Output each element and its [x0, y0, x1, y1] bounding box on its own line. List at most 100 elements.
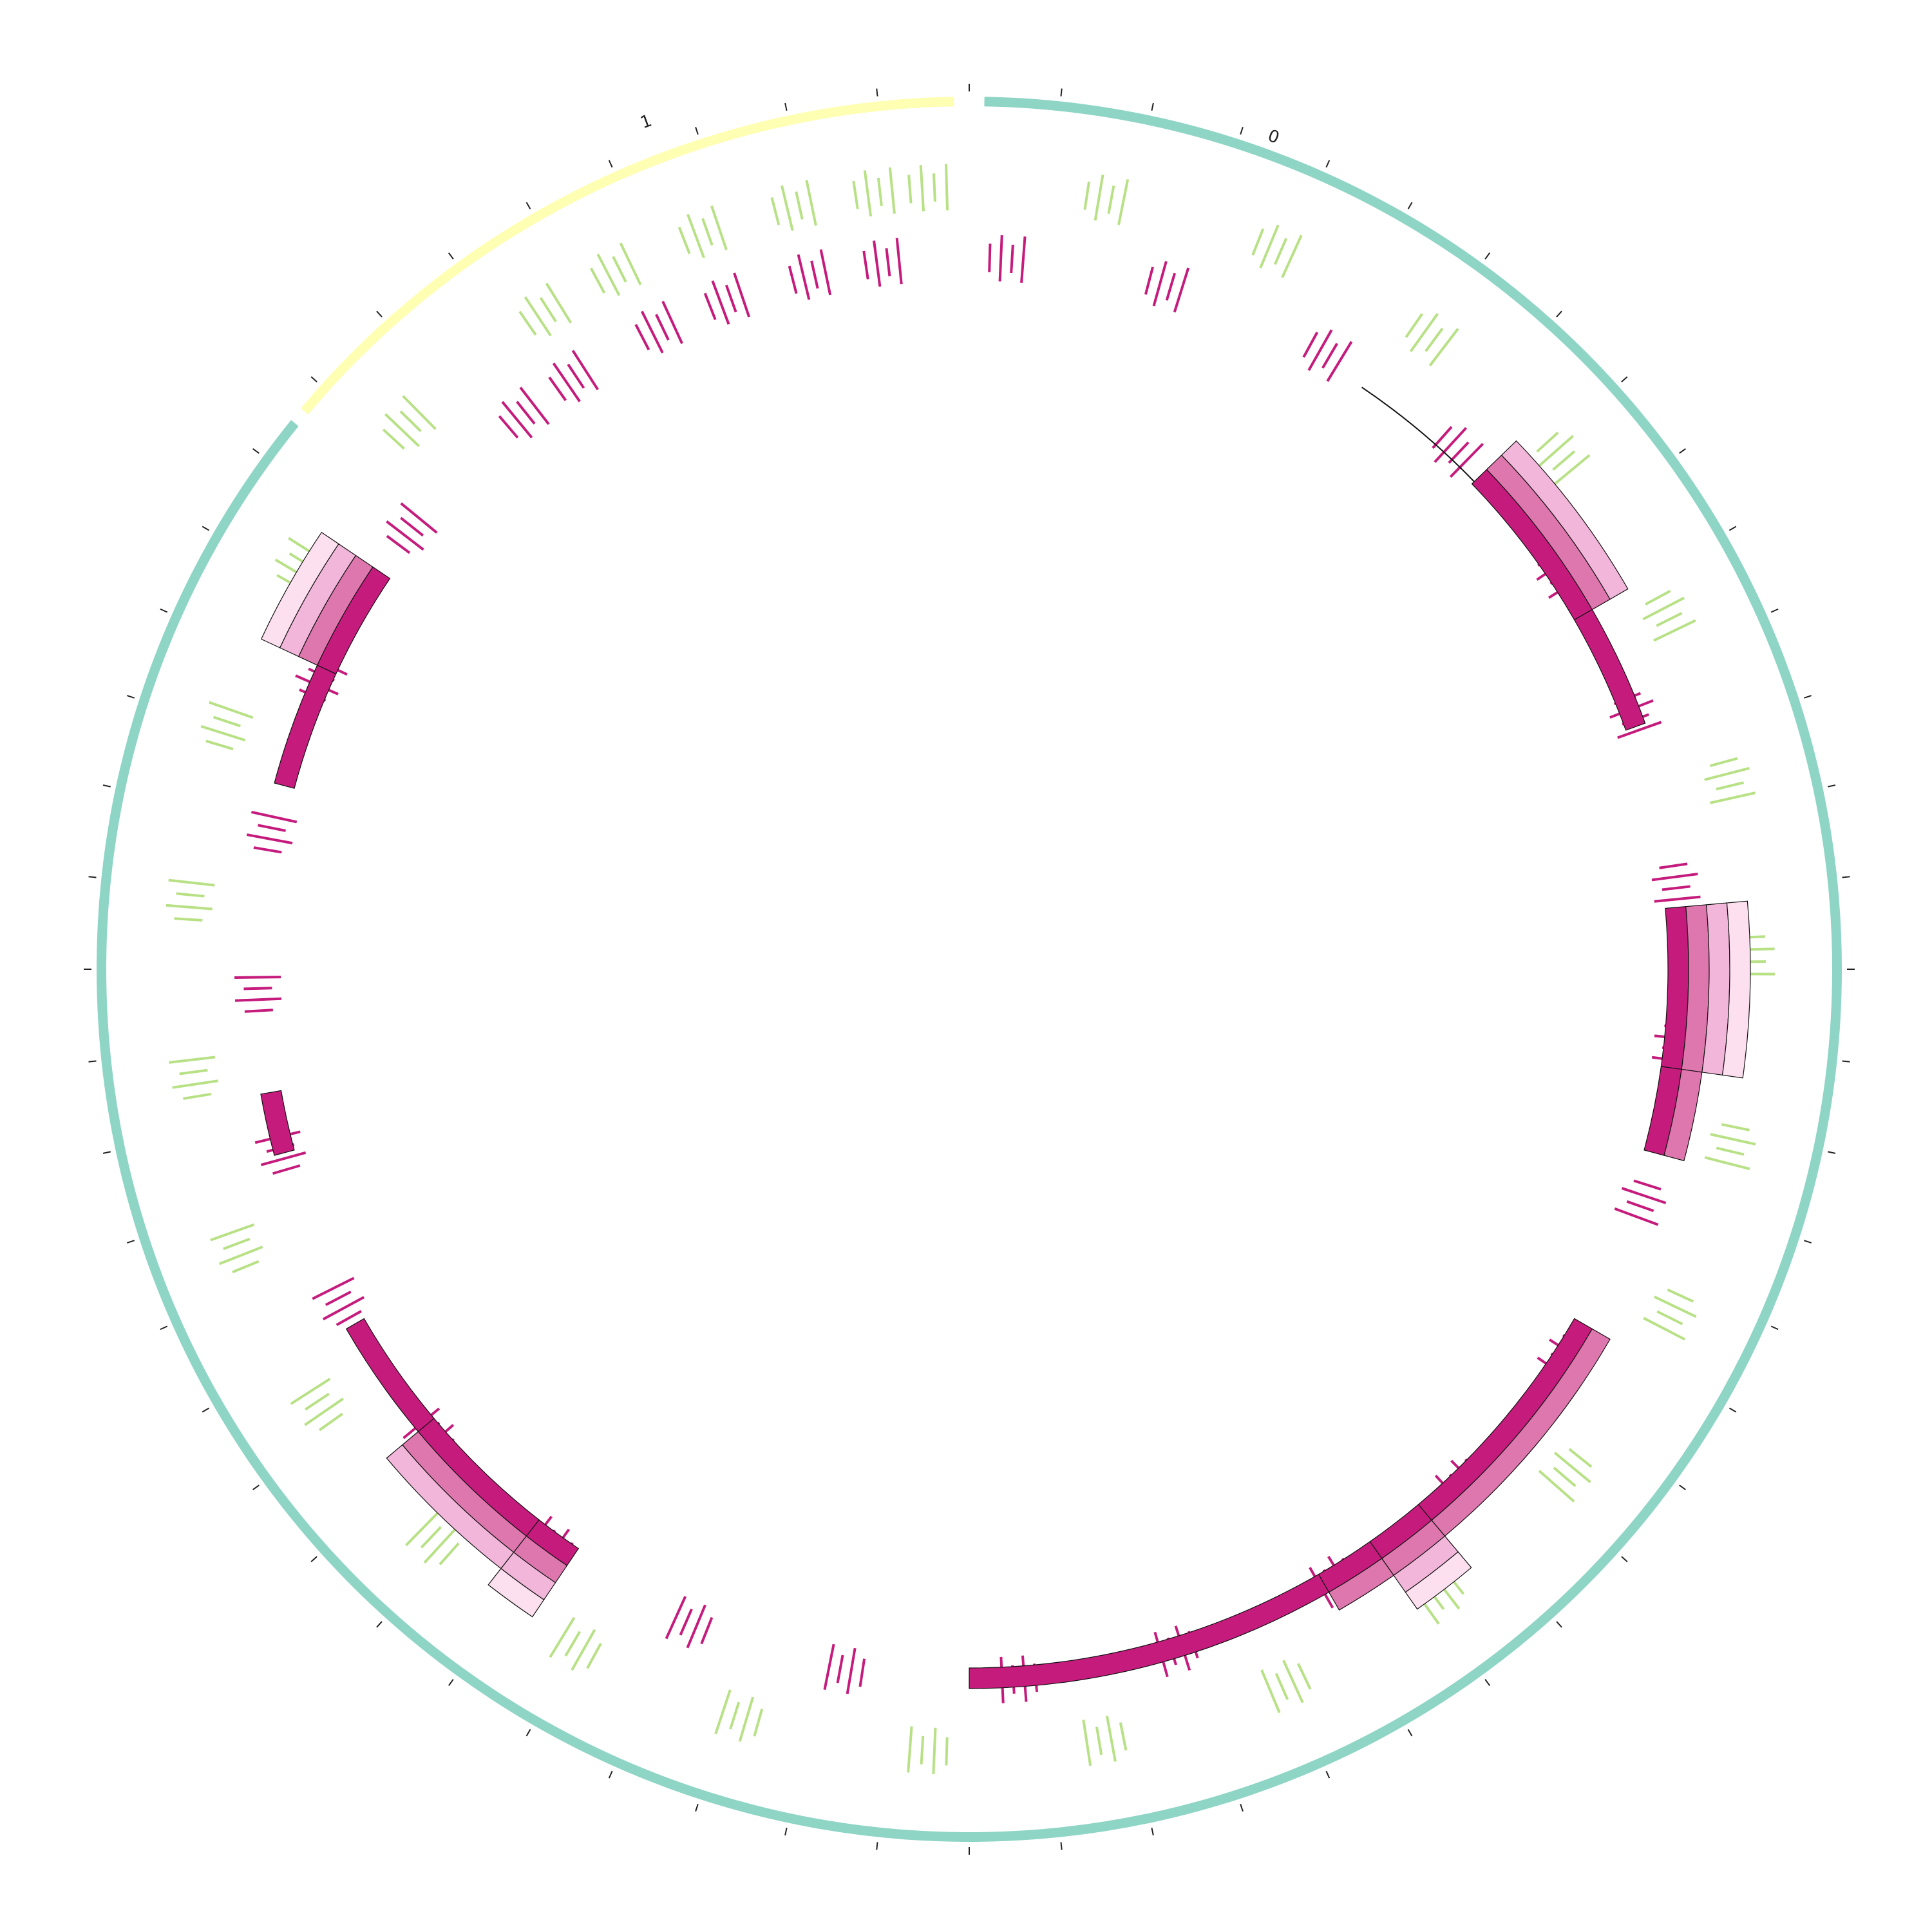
- tick-mark: [695, 126, 699, 135]
- green-mark: [920, 1736, 925, 1765]
- tick-mark: [608, 160, 613, 168]
- green-mark: [1553, 1466, 1577, 1488]
- tick-marks: [84, 84, 1855, 1855]
- green-mark: [1553, 454, 1591, 486]
- pink-mark: [1144, 267, 1154, 295]
- green-mark: [1716, 1146, 1745, 1156]
- tick-mark: [876, 88, 878, 97]
- green-mark: [166, 904, 213, 911]
- green-mark: [1281, 234, 1303, 278]
- green-mark: [919, 165, 925, 212]
- pink-mark: [234, 976, 281, 979]
- pink-mark: [253, 846, 282, 854]
- green-mark: [1409, 313, 1439, 352]
- pink-mark: [1173, 267, 1190, 313]
- pink-mark: [873, 240, 882, 287]
- tick-mark: [1325, 160, 1331, 168]
- green-mark: [168, 878, 215, 887]
- green-mark: [1710, 1133, 1756, 1146]
- green-mark: [714, 1689, 732, 1735]
- pink-mark: [1617, 721, 1662, 739]
- tick-mark: [1556, 310, 1562, 317]
- green-mark: [405, 1511, 440, 1546]
- link-block: [260, 1090, 295, 1156]
- pink-mark: [1621, 1187, 1667, 1204]
- tick-mark: [1151, 1828, 1154, 1836]
- link-block: [1663, 1068, 1703, 1162]
- pink-mark: [1307, 329, 1333, 372]
- green-mark: [1405, 313, 1423, 338]
- tick-mark: [1240, 1803, 1244, 1812]
- pink-mark: [571, 350, 599, 391]
- green-mark: [876, 177, 883, 207]
- tick-mark: [1803, 695, 1812, 699]
- tick-mark: [102, 1151, 111, 1154]
- chromosome-ring: [97, 97, 1842, 1842]
- pink-mark: [1321, 343, 1338, 369]
- green-mark: [805, 180, 817, 226]
- pink-mark: [519, 386, 550, 425]
- pink-mark: [1662, 885, 1690, 891]
- pink-mark: [272, 1164, 301, 1175]
- green-mark: [518, 310, 537, 336]
- pink-mark: [797, 254, 811, 300]
- tick-mark: [1556, 1621, 1562, 1628]
- pink-mark: [711, 280, 730, 325]
- tick-mark: [1828, 1151, 1836, 1154]
- green-mark: [945, 1737, 949, 1766]
- pink-mark: [661, 301, 683, 345]
- tick-mark: [526, 202, 531, 210]
- green-mark: [1282, 1660, 1304, 1703]
- tick-mark: [1407, 1728, 1413, 1737]
- green-mark: [1105, 1716, 1117, 1762]
- green-mark: [1428, 328, 1459, 366]
- pink-mark: [400, 502, 438, 534]
- green-mark: [176, 892, 205, 898]
- tick-mark: [1240, 126, 1244, 135]
- pink-mark: [700, 1616, 714, 1645]
- green-mark: [213, 715, 241, 728]
- pink-mark: [733, 272, 751, 317]
- green-mark: [179, 1068, 208, 1075]
- green-mark: [1259, 224, 1280, 269]
- tick-mark: [876, 1842, 878, 1850]
- green-mark: [304, 1392, 330, 1411]
- pink-mark: [1449, 442, 1484, 478]
- green-mark: [1538, 1470, 1575, 1502]
- green-mark: [1656, 1310, 1683, 1325]
- pink-mark: [243, 987, 272, 990]
- tick-mark: [1803, 1240, 1812, 1244]
- pink-mark: [988, 243, 992, 272]
- green-mark: [1643, 1316, 1686, 1341]
- green-mark: [183, 1092, 212, 1100]
- pink-mark: [846, 1647, 857, 1694]
- tick-mark: [1484, 1679, 1491, 1686]
- green-mark: [402, 395, 437, 430]
- green-mark: [701, 218, 714, 246]
- green-mark: [200, 724, 246, 742]
- pink-mark: [1633, 1179, 1662, 1191]
- green-mark: [564, 1631, 582, 1657]
- tick-mark: [126, 1240, 135, 1244]
- pink-mark: [1651, 873, 1698, 882]
- green-mark: [738, 1696, 755, 1742]
- tick-mark: [202, 1407, 210, 1413]
- tick-mark: [784, 1828, 788, 1836]
- green-mark: [932, 173, 936, 202]
- green-mark: [382, 428, 405, 450]
- tick-mark: [1770, 1325, 1779, 1331]
- pink-mark: [679, 1608, 693, 1636]
- pink-mark: [895, 238, 903, 285]
- tick-mark: [252, 448, 260, 454]
- green-mark: [318, 1412, 344, 1432]
- green-mark: [586, 1642, 602, 1669]
- green-mark: [1274, 1672, 1289, 1700]
- pink-mark: [552, 362, 581, 402]
- pink-mark: [1626, 1200, 1654, 1213]
- green-mark: [174, 917, 203, 922]
- tick-mark: [1842, 876, 1850, 878]
- tick-mark: [1728, 526, 1737, 531]
- pink-mark: [400, 516, 424, 537]
- green-mark: [1251, 228, 1265, 256]
